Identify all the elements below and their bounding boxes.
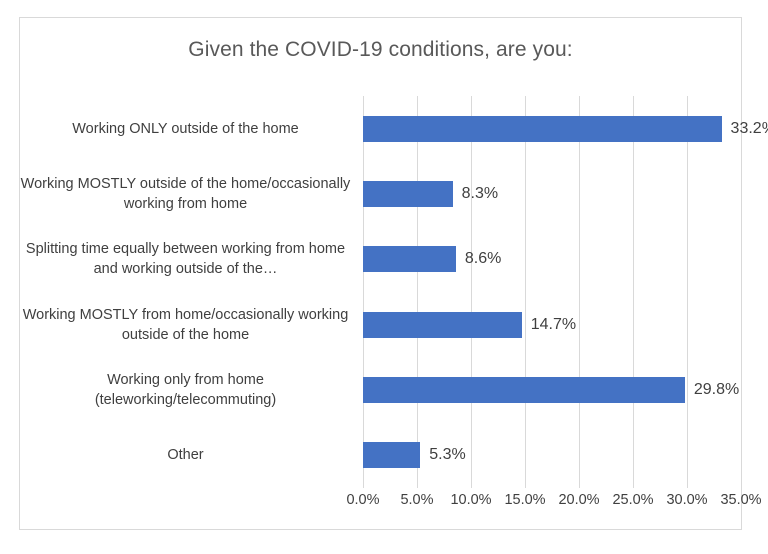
gridline — [741, 96, 742, 488]
gridline — [363, 96, 364, 488]
category-axis-labels: Working ONLY outside of the home Working … — [20, 96, 357, 488]
bar-row: 33.2% — [363, 96, 768, 161]
bar-value-label: 14.7% — [530, 315, 577, 333]
bar-row: 8.3% — [363, 161, 741, 226]
category-label-row: Working MOSTLY from home/occasionally wo… — [20, 292, 357, 357]
category-label: Working MOSTLY outside of the home/occas… — [20, 175, 351, 212]
bar-value-label: 29.8% — [693, 380, 740, 398]
x-tick-label: 20.0% — [558, 492, 600, 508]
category-label: Working ONLY outside of the home — [72, 120, 299, 137]
bar-value-label: 8.6% — [464, 250, 502, 268]
x-tick-label: 10.0% — [450, 492, 492, 508]
gridline — [579, 96, 580, 488]
bar-row: 14.7% — [363, 292, 741, 357]
category-label-row: Other — [20, 423, 357, 488]
x-tick-label: 25.0% — [612, 492, 654, 508]
category-label: Working only from home (teleworking/tele… — [94, 371, 277, 408]
bar[interactable] — [363, 311, 522, 338]
plot-area: 33.2% 8.3% 8.6% 14.7% 29.8% 5.3% — [363, 96, 768, 488]
bar[interactable] — [363, 442, 421, 469]
bar-value-label: 8.3% — [461, 184, 499, 202]
x-tick-label: 15.0% — [504, 492, 546, 508]
gridline — [525, 96, 526, 488]
bar-series: 33.2% 8.3% 8.6% 14.7% 29.8% 5.3% — [363, 96, 768, 488]
x-tick-label: 5.0% — [400, 492, 434, 508]
category-label-row: Working ONLY outside of the home — [20, 96, 357, 161]
gridline — [633, 96, 634, 488]
chart-title: Given the COVID-19 conditions, are you: — [188, 38, 573, 61]
category-label: Splitting time equally between working f… — [25, 241, 346, 278]
category-label: Working MOSTLY from home/occasionally wo… — [22, 306, 349, 343]
category-label-row: Working only from home (teleworking/tele… — [20, 357, 357, 422]
bar[interactable] — [363, 376, 685, 403]
gridline — [687, 96, 688, 488]
bar[interactable] — [363, 180, 453, 207]
x-tick-label: 0.0% — [346, 492, 380, 508]
bar[interactable] — [363, 115, 722, 142]
gridline — [417, 96, 418, 488]
bar-row: 5.3% — [363, 423, 741, 488]
category-label-row: Working MOSTLY outside of the home/occas… — [20, 161, 357, 226]
bar-value-label: 33.2% — [730, 119, 768, 137]
bar[interactable] — [363, 246, 456, 273]
chart-container: Given the COVID-19 conditions, are you: … — [19, 17, 768, 530]
x-tick-label: 30.0% — [666, 492, 708, 508]
gridline — [471, 96, 472, 488]
x-axis-tick-labels: 0.0% 5.0% 10.0% 15.0% 20.0% 25.0% 30.0% 35.0% — [346, 492, 761, 516]
bar-row: 8.6% — [363, 227, 741, 292]
bar-row: 29.8% — [363, 357, 741, 422]
bar-value-label: 5.3% — [429, 446, 466, 464]
category-label-row: Splitting time equally between working f… — [20, 227, 357, 292]
category-label: Other — [167, 447, 204, 464]
x-tick-label: 35.0% — [720, 492, 762, 508]
